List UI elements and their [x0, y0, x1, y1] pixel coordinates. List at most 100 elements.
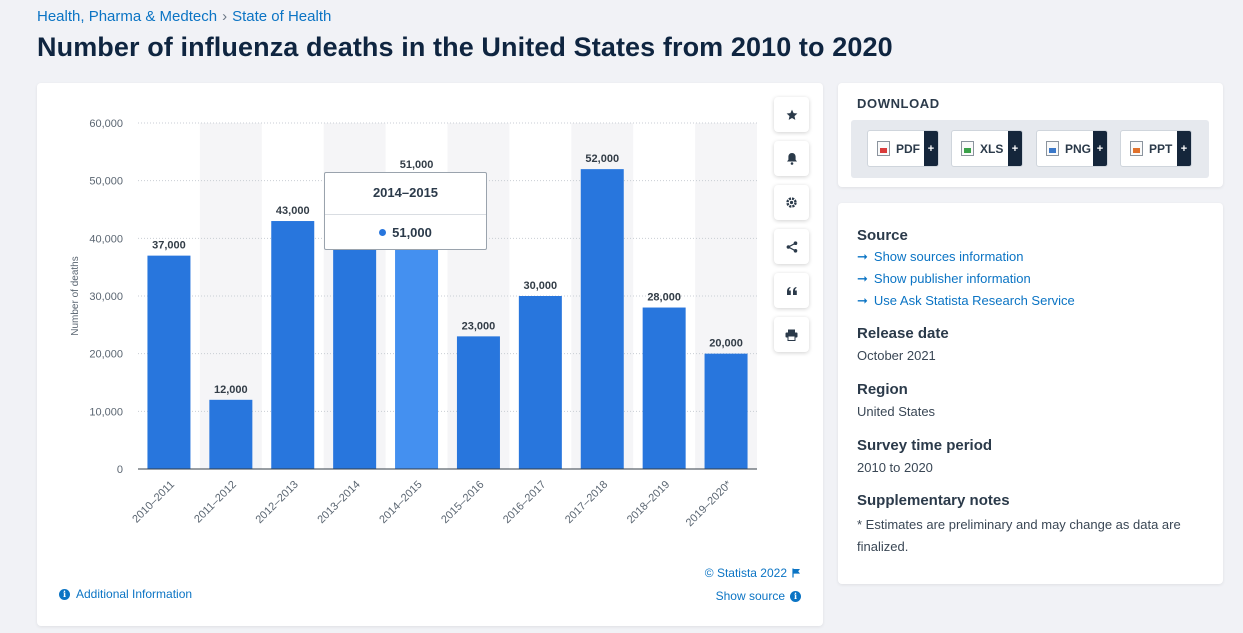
- download-png-button[interactable]: PNG +: [1036, 130, 1108, 167]
- source-heading: Source: [857, 227, 908, 244]
- tooltip-value: 51,000: [392, 225, 432, 240]
- download-xls-label: XLS: [980, 141, 1004, 156]
- bell-icon: [786, 153, 797, 165]
- x-tick-label: 2017–2018: [563, 479, 610, 526]
- info-icon: i: [59, 588, 70, 600]
- region-value: United States: [857, 404, 936, 419]
- bar: [642, 307, 686, 469]
- tooltip-series-dot: [379, 229, 387, 236]
- cite-button[interactable]: [774, 273, 809, 308]
- data-label: 52,000: [585, 153, 619, 165]
- x-tick-label: 2019–2020*: [684, 478, 735, 529]
- pdf-file-icon: [877, 141, 890, 156]
- download-pdf-label: PDF: [896, 141, 920, 156]
- show-source-link[interactable]: Show source i: [716, 589, 801, 603]
- survey-period-heading: Survey time period: [857, 437, 993, 454]
- x-tick-label: 2013–2014: [315, 479, 362, 526]
- tooltip-title: 2014–2015: [325, 173, 486, 215]
- breadcrumb-separator: ›: [222, 8, 228, 25]
- flag-icon: [792, 568, 800, 578]
- data-label: 30,000: [524, 280, 558, 292]
- download-heading: DOWNLOAD: [857, 96, 940, 111]
- data-label: 43,000: [276, 205, 310, 217]
- plus-icon: +: [1008, 131, 1022, 166]
- settings-button[interactable]: [774, 185, 809, 220]
- tooltip-value-row: 51,000: [325, 215, 486, 250]
- arrow-right-icon: ➞: [857, 249, 868, 264]
- data-label: 23,000: [462, 320, 496, 332]
- statistic-info-panel: Source ➞ Show sources information ➞ Show p…: [838, 203, 1223, 584]
- favorite-button[interactable]: [774, 97, 809, 132]
- data-label: 28,000: [647, 292, 681, 304]
- data-label: 37,000: [152, 240, 186, 252]
- x-tick-label: 2016–2017: [501, 479, 548, 526]
- bar: [518, 296, 562, 469]
- credit-text: © Statista 2022: [704, 566, 787, 580]
- show-sources-link[interactable]: ➞ Show sources information: [857, 249, 1023, 265]
- x-tick-label: 2012–2013: [253, 479, 300, 526]
- bar: [580, 169, 624, 469]
- statista-credit[interactable]: © Statista 2022: [705, 566, 801, 580]
- plus-icon: +: [924, 131, 938, 166]
- chart-card: 0 10,000 20,000 30,000 40,000 50,000 60,000 Num…: [37, 83, 823, 626]
- additional-information-text: Additional Information: [76, 587, 193, 601]
- data-label: 12,000: [214, 384, 248, 396]
- download-panel: DOWNLOAD PDF + XLS + PNG + PPT +: [838, 83, 1223, 187]
- x-tick-label: 2011–2012: [192, 479, 239, 526]
- arrow-right-icon: ➞: [857, 271, 868, 286]
- ppt-file-icon: [1130, 141, 1143, 156]
- y-tick-label: 20,000: [89, 349, 123, 361]
- download-png-label: PNG: [1065, 141, 1092, 156]
- y-tick-label: 60,000: [89, 118, 123, 130]
- y-tick-label: 10,000: [89, 406, 123, 418]
- x-tick-label: 2014–2015: [377, 479, 424, 526]
- y-tick-label: 50,000: [89, 176, 123, 188]
- show-publisher-link[interactable]: ➞ Show publisher information: [857, 271, 1031, 287]
- bar: [209, 399, 253, 469]
- breadcrumb-item-state-of-health[interactable]: State of Health: [232, 8, 332, 25]
- xls-file-icon: [961, 141, 974, 156]
- additional-information-link[interactable]: i Additional Information: [59, 587, 192, 601]
- share-button[interactable]: [774, 229, 809, 264]
- png-file-icon: [1046, 141, 1059, 156]
- y-tick-label: 30,000: [89, 291, 123, 303]
- survey-period-value: 2010 to 2020: [857, 460, 933, 475]
- download-pdf-button[interactable]: PDF +: [867, 130, 939, 167]
- research-service-text: Use Ask Statista Research Service: [873, 293, 1075, 308]
- info-icon: i: [790, 590, 801, 602]
- x-tick-label: 2018–2019: [625, 479, 672, 526]
- research-service-link[interactable]: ➞ Use Ask Statista Research Service: [857, 293, 1075, 309]
- notification-button[interactable]: [774, 141, 809, 176]
- bar: [704, 353, 748, 469]
- chart-tooltip: 2014–2015 51,000: [324, 172, 487, 250]
- release-date-heading: Release date: [857, 325, 949, 342]
- download-ppt-label: PPT: [1149, 141, 1173, 156]
- show-publisher-text: Show publisher information: [873, 271, 1031, 286]
- plus-icon: +: [1177, 131, 1191, 166]
- print-button[interactable]: [774, 317, 809, 352]
- y-tick-label: 40,000: [89, 233, 123, 245]
- x-tick-label: 2015–2016: [439, 479, 486, 526]
- show-sources-text: Show sources information: [873, 249, 1024, 264]
- supplementary-notes-value: * Estimates are preliminary and may chan…: [857, 517, 1181, 554]
- page-title: Number of influenza deaths in the United…: [37, 32, 893, 62]
- breadcrumb: Health, Pharma & Medtech › State of Health: [37, 8, 331, 25]
- download-ppt-button[interactable]: PPT +: [1120, 130, 1192, 167]
- bar: [456, 336, 500, 469]
- gear-icon: [786, 197, 797, 208]
- download-button-bar: PDF + XLS + PNG + PPT +: [851, 120, 1209, 178]
- supplementary-notes-heading: Supplementary notes: [857, 492, 1010, 509]
- star-icon: [786, 109, 797, 120]
- bar: [271, 221, 315, 469]
- region-heading: Region: [857, 381, 908, 398]
- y-axis-label: Number of deaths: [70, 256, 81, 336]
- x-tick-label: 2010–2011: [130, 479, 177, 526]
- bar: [333, 249, 377, 469]
- plus-icon: +: [1093, 131, 1107, 166]
- quote-icon: [786, 286, 797, 295]
- share-icon: [786, 240, 797, 253]
- breadcrumb-item-health[interactable]: Health, Pharma & Medtech: [37, 8, 218, 25]
- download-xls-button[interactable]: XLS +: [951, 130, 1023, 167]
- data-label: 51,000: [400, 159, 434, 171]
- show-source-text: Show source: [715, 589, 785, 603]
